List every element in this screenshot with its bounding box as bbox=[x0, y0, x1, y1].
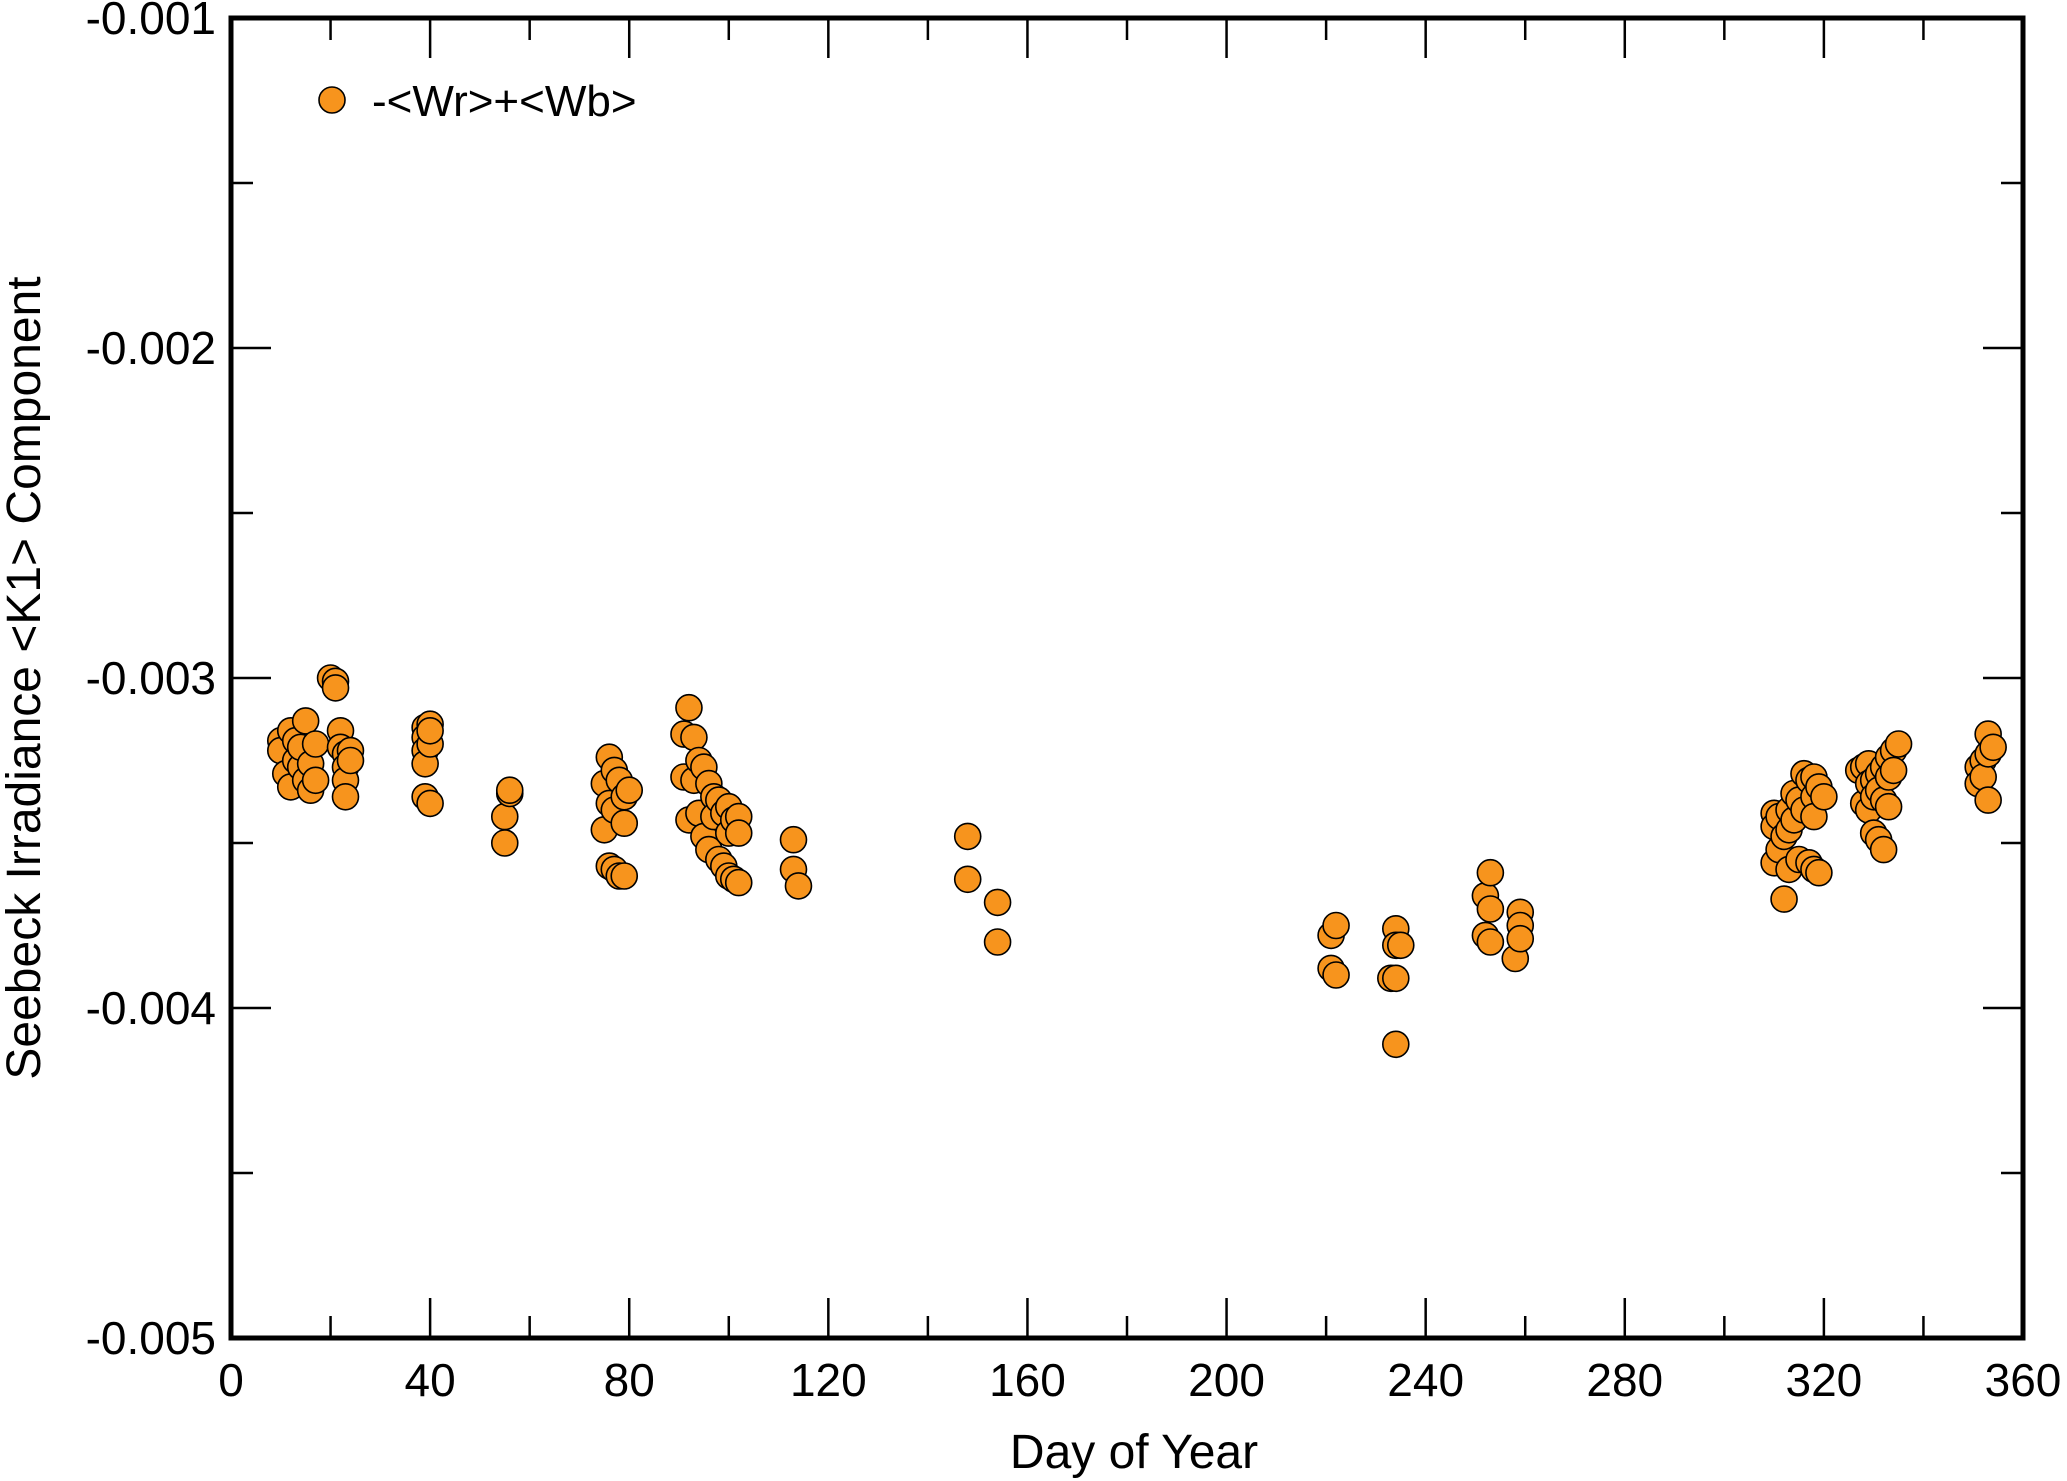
data-point bbox=[953, 865, 982, 894]
x-tick-label: 80 bbox=[604, 1354, 655, 1406]
data-point bbox=[1969, 763, 1997, 791]
data-point bbox=[1810, 782, 1838, 811]
data-point bbox=[1979, 733, 2007, 762]
data-point bbox=[610, 862, 639, 890]
data-point bbox=[724, 868, 753, 897]
data-points bbox=[266, 664, 2007, 1059]
data-point bbox=[953, 822, 982, 851]
data-point bbox=[1884, 730, 1913, 758]
data-point bbox=[1974, 786, 2002, 814]
data-point bbox=[610, 809, 639, 838]
data-point bbox=[779, 825, 808, 854]
data-point bbox=[1874, 792, 1903, 821]
data-point bbox=[1805, 858, 1833, 887]
data-point bbox=[336, 746, 365, 775]
data-point bbox=[983, 928, 1012, 956]
data-point bbox=[301, 730, 330, 758]
data-point bbox=[331, 782, 360, 811]
x-tick-label: 40 bbox=[405, 1354, 456, 1406]
data-point bbox=[1322, 961, 1350, 989]
data-point bbox=[495, 776, 524, 805]
data-point bbox=[490, 829, 519, 857]
x-tick-label: 0 bbox=[218, 1354, 244, 1406]
data-point bbox=[983, 888, 1012, 917]
tick-labels: 0 40 80 120 160 200 240 280 320 360 -0.005 -0.004 -0… bbox=[86, 0, 2062, 1406]
x-axis-title: Day of Year bbox=[1010, 1426, 1258, 1479]
data-point bbox=[1506, 924, 1535, 953]
x-tick-label: 360 bbox=[1985, 1354, 2062, 1406]
y-tick-label: -0.003 bbox=[86, 652, 216, 704]
x-tick-label: 120 bbox=[790, 1354, 867, 1406]
data-point bbox=[1322, 911, 1350, 940]
x-tick-label: 240 bbox=[1387, 1354, 1464, 1406]
data-point bbox=[301, 766, 330, 795]
data-point bbox=[1386, 931, 1415, 960]
data-point bbox=[1382, 1030, 1410, 1059]
data-point bbox=[321, 674, 350, 702]
data-point bbox=[416, 789, 444, 818]
y-tick-label: -0.004 bbox=[86, 982, 216, 1034]
y-axis-title: Seebeck Irradiance <K1> Component bbox=[0, 276, 51, 1079]
data-point bbox=[724, 819, 753, 847]
legend-label: -<Wr>+<Wb> bbox=[372, 77, 637, 126]
data-point bbox=[1770, 885, 1798, 913]
y-tick-label: -0.001 bbox=[86, 0, 216, 44]
data-point bbox=[490, 802, 519, 831]
data-point bbox=[416, 716, 444, 745]
x-tick-label: 280 bbox=[1586, 1354, 1663, 1406]
tick-marks bbox=[229, 16, 2025, 1340]
legend-marker bbox=[318, 86, 346, 114]
data-point bbox=[784, 872, 813, 900]
data-point bbox=[1476, 928, 1505, 956]
x-tick-label: 200 bbox=[1188, 1354, 1265, 1406]
data-point bbox=[1382, 964, 1410, 993]
data-point bbox=[291, 707, 320, 735]
y-tick-label: -0.002 bbox=[86, 322, 216, 374]
data-point bbox=[1869, 835, 1898, 864]
data-point bbox=[1476, 858, 1505, 887]
data-point bbox=[615, 776, 644, 805]
data-point bbox=[680, 723, 708, 752]
data-point bbox=[1879, 756, 1908, 785]
legend: -<Wr>+<Wb> bbox=[318, 77, 637, 126]
x-tick-label: 320 bbox=[1786, 1354, 1863, 1406]
x-tick-label: 160 bbox=[989, 1354, 1066, 1406]
data-point bbox=[675, 693, 703, 722]
plot-frame bbox=[228, 15, 2026, 1341]
data-point bbox=[1476, 895, 1505, 923]
y-tick-label: -0.005 bbox=[86, 1312, 216, 1364]
